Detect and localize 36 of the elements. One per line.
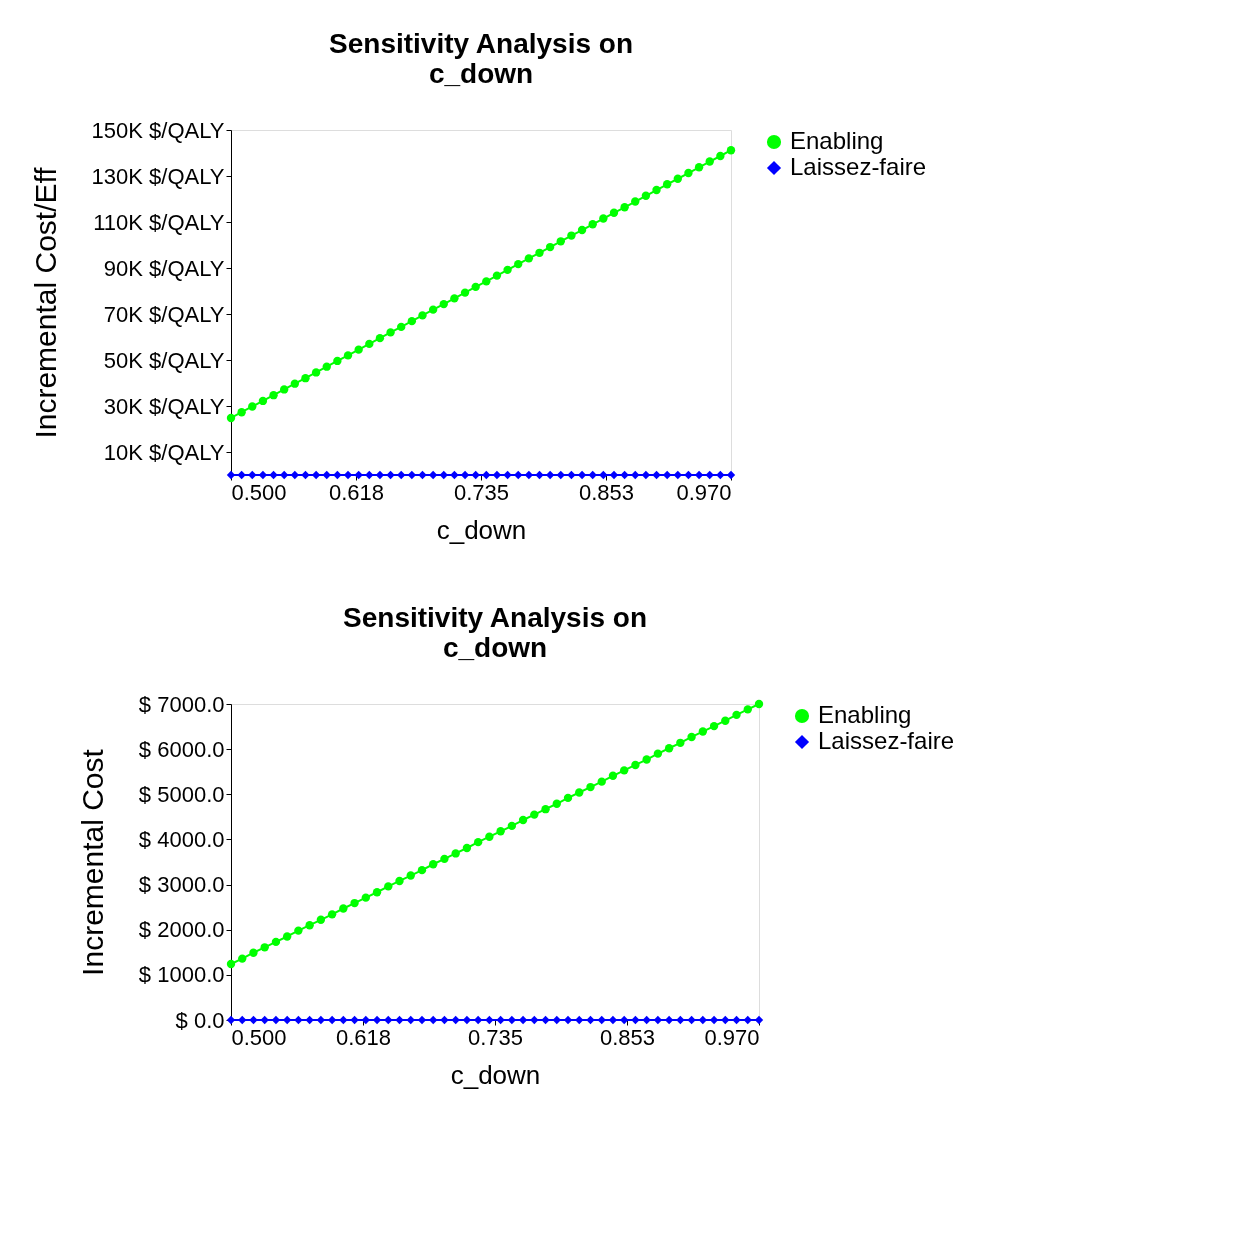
y-tick-label: 130K $/QALY <box>91 163 225 189</box>
y-tick-label: $ 4000.0 <box>138 826 225 852</box>
y-tick-label: 110K $/QALY <box>93 209 225 235</box>
chart-title: Sensitivity Analysis on c_down <box>343 602 647 663</box>
legend-label: Laissez-faire <box>818 727 955 754</box>
x-tick-label: 0.618 <box>335 1024 392 1050</box>
x-tick-label: 0.853 <box>578 479 635 505</box>
y-axis-title: Incremental Cost <box>75 748 109 976</box>
legend-label: Enabling <box>790 127 884 154</box>
x-tick-label: 0.970 <box>676 479 732 505</box>
legend-label: Laissez-faire <box>790 153 927 180</box>
y-tick-label: 70K $/QALY <box>103 301 225 327</box>
x-tick-label: 0.970 <box>704 1024 760 1050</box>
y-tick-label: $ 6000.0 <box>138 736 225 762</box>
x-tick-label: 0.500 <box>231 479 287 505</box>
y-tick-label: 150K $/QALY <box>91 117 225 143</box>
x-tick-label: 0.735 <box>453 479 510 505</box>
y-tick-label: $ 1000.0 <box>138 962 225 988</box>
y-tick-label: 90K $/QALY <box>103 255 225 281</box>
chart-title: Sensitivity Analysis on c_down <box>329 28 633 89</box>
y-tick-label: $ 3000.0 <box>138 872 225 898</box>
x-axis-title: c_down <box>450 1059 541 1090</box>
y-tick-label: 10K $/QALY <box>103 439 225 465</box>
y-tick-label: $ 7000.0 <box>138 691 225 717</box>
x-tick-label: 0.500 <box>231 1024 287 1050</box>
y-tick-label: $ 2000.0 <box>138 917 225 943</box>
x-tick-label: 0.618 <box>328 479 385 505</box>
x-tick-label: 0.853 <box>599 1024 656 1050</box>
legend-label: Enabling <box>818 701 912 728</box>
y-tick-label: $ 5000.0 <box>138 781 225 807</box>
x-tick-label: 0.735 <box>467 1024 524 1050</box>
y-tick-label: 50K $/QALY <box>103 347 225 373</box>
y-tick-label: $ 0.0 <box>175 1007 225 1033</box>
x-axis-title: c_down <box>436 514 527 545</box>
y-axis-title: Incremental Cost/Eff <box>28 166 62 439</box>
y-tick-label: 30K $/QALY <box>103 393 225 419</box>
